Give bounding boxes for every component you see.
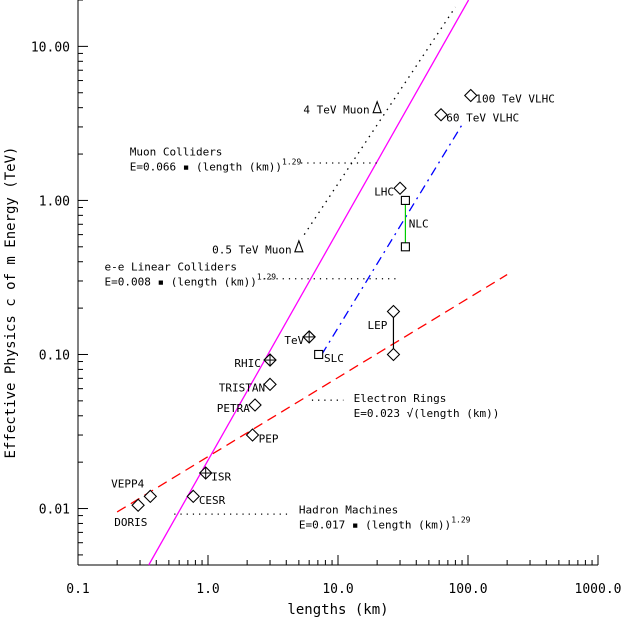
label-pep: PEP bbox=[259, 432, 279, 445]
marker-pep bbox=[245, 428, 260, 442]
label-lep: LEP bbox=[368, 319, 388, 332]
x-tick-label: 10.0 bbox=[322, 582, 353, 597]
marker-nlc bbox=[400, 195, 410, 205]
label-vepp4: VEPP4 bbox=[111, 478, 144, 491]
data-markers bbox=[131, 88, 478, 513]
marker-lhc bbox=[393, 181, 407, 196]
annotation-title: Muon Colliders bbox=[130, 146, 223, 159]
x-axis-label: lengths (km) bbox=[287, 602, 388, 618]
label-doris: DORIS bbox=[114, 516, 147, 529]
square-shape bbox=[314, 349, 324, 360]
diamond-shape bbox=[245, 428, 260, 442]
x-tick-label: 0.1 bbox=[66, 582, 89, 597]
annotation-leaders bbox=[174, 162, 397, 515]
label-slc: SLC bbox=[324, 352, 344, 365]
label-rhic: RHIC bbox=[234, 357, 261, 370]
annotation-title: Hadron Machines bbox=[299, 503, 398, 516]
label-tristan: TRISTAN bbox=[219, 382, 265, 395]
formula-body: E=0.023 √(length (km)) bbox=[354, 407, 500, 420]
marker-lep bbox=[386, 304, 401, 319]
formula-exponent: 1.29 bbox=[257, 273, 276, 282]
diamond-shape bbox=[131, 498, 145, 513]
marker-rhic bbox=[263, 353, 277, 367]
formula-body: E=0.017 ▪ (length (km)) bbox=[299, 518, 451, 531]
marker-cesr bbox=[186, 489, 201, 504]
annotation-title: Electron Rings bbox=[354, 392, 447, 405]
diamond-shape bbox=[434, 107, 448, 122]
diamond-shape bbox=[386, 347, 401, 362]
marker-4-tev-muon bbox=[372, 100, 382, 114]
x-tick-label: 1.0 bbox=[196, 582, 219, 597]
diamond-shape bbox=[143, 489, 158, 504]
marker-tev bbox=[302, 330, 316, 344]
fit-line-muon bbox=[303, 6, 456, 235]
marker-doris bbox=[131, 498, 145, 513]
formula-exponent: 1.29 bbox=[282, 158, 301, 167]
square-shape bbox=[400, 242, 410, 252]
annotation-formula: E=0.066 ▪ (length (km))1.29 bbox=[130, 158, 302, 174]
x-tick-label: 100.0 bbox=[448, 582, 487, 597]
label-60-tev-vlhc: 60 TeV VLHC bbox=[446, 112, 519, 125]
y-axis: 0.01 0.10 1.00 10.00 bbox=[31, 0, 88, 556]
annotation-formula: E=0.017 ▪ (length (km))1.29 bbox=[299, 515, 471, 531]
fit-line-electron bbox=[116, 274, 508, 513]
x-axis: 0.1 1.0 10.0 100.0 1000.0 bbox=[66, 555, 621, 597]
label-cesr: CESR bbox=[199, 494, 226, 507]
diamond-shape bbox=[463, 88, 478, 103]
y-axis-label: Effective Physics c of m Energy (TeV) bbox=[3, 147, 19, 459]
marker-isr bbox=[198, 466, 213, 480]
formula-body: E=0.066 ▪ (length (km)) bbox=[130, 161, 282, 174]
triangle-shape bbox=[372, 100, 382, 114]
diamond-shape bbox=[248, 398, 262, 412]
label-100-tev-vlhc: 100 TeV VLHC bbox=[475, 92, 554, 105]
y-tick-label: 0.10 bbox=[39, 348, 70, 363]
label-tev: TeV bbox=[284, 334, 304, 347]
label-petra: PETRA bbox=[217, 402, 250, 415]
marker-nlc-low bbox=[400, 242, 410, 252]
annotation-formula: E=0.023 √(length (km)) bbox=[354, 407, 500, 420]
marker-slc bbox=[314, 349, 324, 360]
diamond-shape bbox=[263, 377, 277, 392]
formula-body: E=0.008 ▪ (length (km)) bbox=[105, 276, 257, 289]
marker-60-tev-vlhc bbox=[434, 107, 448, 122]
label-nlc: NLC bbox=[409, 217, 429, 230]
label-isr: ISR bbox=[211, 470, 231, 483]
label-4-tev-muon: 4 TeV Muon bbox=[303, 103, 369, 116]
triangle-shape bbox=[294, 239, 304, 253]
fit-line-linear bbox=[321, 124, 463, 355]
y-tick-label: 0.01 bbox=[39, 503, 70, 518]
marker-tristan bbox=[263, 377, 277, 392]
marker-lep-low bbox=[386, 347, 401, 362]
marker-0-5-tev-muon bbox=[294, 239, 304, 253]
marker-petra bbox=[248, 398, 262, 412]
y-tick-label: 1.00 bbox=[39, 194, 70, 209]
x-tick-label: 1000.0 bbox=[575, 582, 622, 597]
marker-vepp4 bbox=[143, 489, 158, 504]
marker-100-tev-vlhc bbox=[463, 88, 478, 103]
annotation-formula: E=0.008 ▪ (length (km))1.29 bbox=[105, 273, 277, 289]
annotation-title: e-e Linear Colliders bbox=[105, 261, 237, 274]
label-0-5-tev-muon: 0.5 TeV Muon bbox=[212, 244, 291, 257]
diamond-shape bbox=[386, 304, 401, 319]
label-lhc: LHC bbox=[374, 186, 394, 199]
diamond-shape bbox=[393, 181, 407, 196]
diamond-shape bbox=[186, 489, 201, 504]
square-shape bbox=[400, 195, 410, 205]
y-tick-label: 10.00 bbox=[31, 40, 70, 55]
point-labels: DORIS VEPP4 CESR ISR PEP PETRA TRISTAN RHIC TeV S… bbox=[111, 92, 555, 528]
formula-exponent: 1.29 bbox=[451, 515, 470, 524]
